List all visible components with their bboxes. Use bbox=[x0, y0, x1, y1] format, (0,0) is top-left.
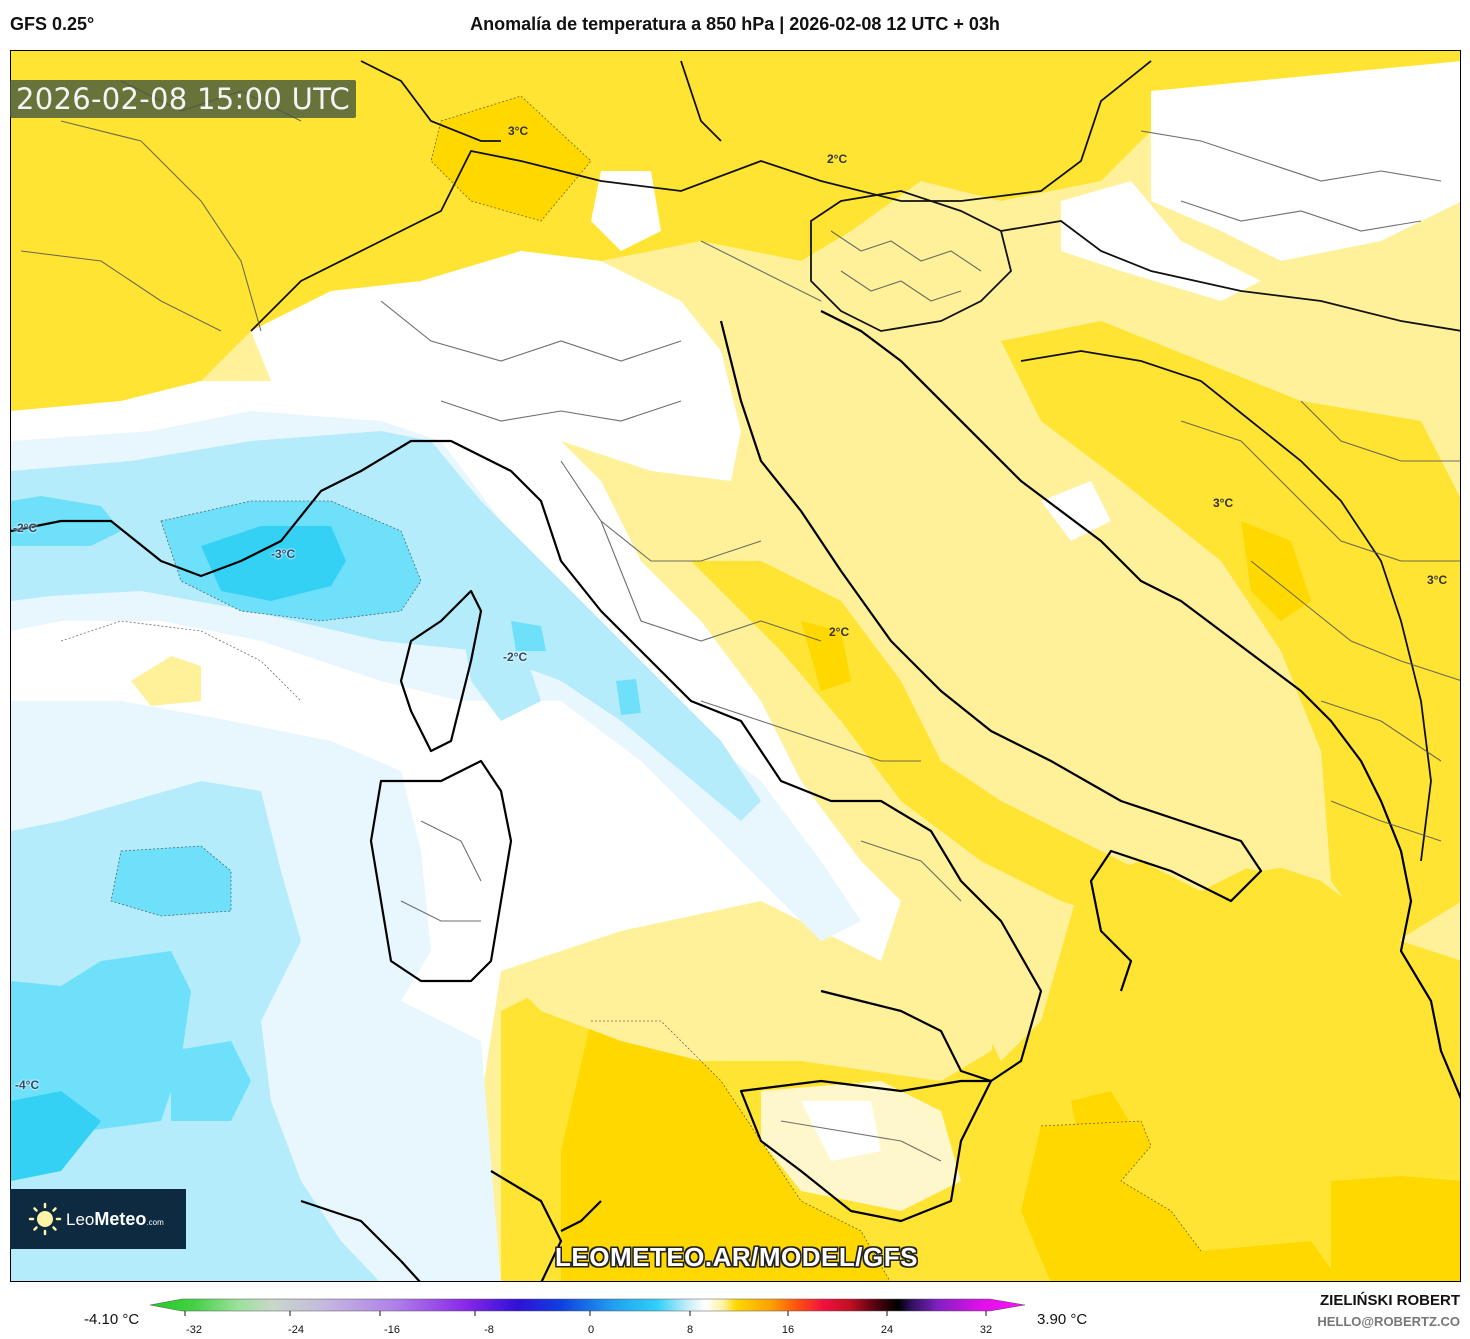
contour-label: -4°C bbox=[15, 1078, 40, 1092]
chart-title-text: Anomalía de temperatura a 850 hPa | 2026… bbox=[470, 14, 1000, 34]
contour-label: -2°C bbox=[13, 521, 38, 535]
contour-label: 3°C bbox=[508, 124, 529, 138]
colorbar-tick: -32 bbox=[186, 1324, 202, 1336]
source-watermark: LEOMETEO.AR/MODEL/GFS bbox=[555, 1242, 918, 1272]
author-email[interactable]: HELLO@ROBERTZ.CO bbox=[1317, 1314, 1460, 1329]
colorbar-tick: -24 bbox=[288, 1324, 304, 1336]
leometeo-logo[interactable]: LeoMeteo.com bbox=[10, 1189, 186, 1249]
contour-label: -2°C bbox=[503, 650, 528, 664]
colorbar-tick: 32 bbox=[979, 1324, 993, 1336]
model-label: GFS 0.25° bbox=[10, 14, 95, 34]
contour-label: -3°C bbox=[271, 547, 296, 561]
contour-label: 2°C bbox=[827, 152, 848, 166]
colorbar-tick: 0 bbox=[587, 1324, 595, 1336]
contour-label: 3°C bbox=[1427, 573, 1448, 587]
author-name: ZIELIŃSKI ROBERT bbox=[1319, 1292, 1460, 1309]
colorbar bbox=[149, 1298, 1030, 1329]
colorbar-tick: 16 bbox=[781, 1324, 795, 1336]
map-panel[interactable]: 3°C 2°C 3°C 3°C 2°C -2°C -3°C -2°C -4°C bbox=[10, 50, 1461, 1282]
colorbar-tick: -8 bbox=[484, 1324, 494, 1336]
colorbar-max-label: 3.90 °C bbox=[1037, 1311, 1088, 1328]
colorbar-min-label: -4.10 °C bbox=[84, 1311, 140, 1328]
logo-text: LeoMeteo.com bbox=[66, 1208, 164, 1229]
temperature-anomaly-map bbox=[11, 51, 1460, 1281]
valid-time-badge: 2026-02-08 15:00 UTC bbox=[10, 80, 357, 118]
colorbar-tick: -16 bbox=[384, 1324, 400, 1336]
contour-label: 2°C bbox=[829, 625, 850, 639]
sun-icon bbox=[28, 1202, 62, 1236]
contour-label: 3°C bbox=[1213, 496, 1234, 510]
colorbar-tick: 8 bbox=[686, 1324, 694, 1336]
colorbar-tick: 24 bbox=[880, 1324, 894, 1336]
chart-title: Anomalía de temperatura a 850 hPa | 2026… bbox=[0, 14, 1470, 35]
